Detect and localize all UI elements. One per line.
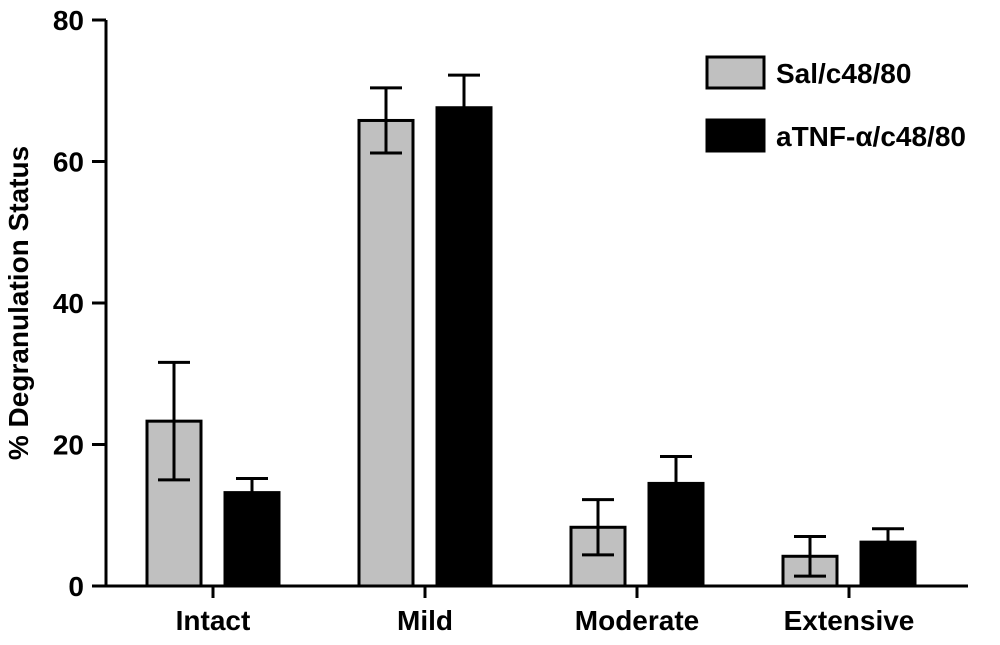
bar-moderate-series-2 [647, 481, 705, 588]
bar-mild-series-1 [357, 118, 415, 588]
y-tick-label: 20 [53, 430, 84, 461]
y-ticks: 0 20 40 60 80 [53, 5, 106, 602]
legend-swatch-series-2 [705, 118, 766, 153]
legend-label-series-1: Sal/c48/80 [776, 58, 911, 89]
x-category-label: Mild [397, 605, 453, 636]
x-category-label: Extensive [784, 605, 915, 636]
legend: Sal/c48/80 aTNF-α/c48/80 [705, 55, 966, 153]
y-tick-label: 60 [53, 147, 84, 178]
y-tick-label: 40 [53, 288, 84, 319]
legend-swatch-series-1 [705, 55, 766, 90]
bar-extensive-series-2 [859, 540, 917, 588]
error-bars [158, 73, 904, 578]
category-labels: Intact Mild Moderate Extensive [176, 605, 915, 636]
bars [145, 106, 917, 588]
bar-intact-series-2 [223, 491, 281, 588]
bar-mild-series-2 [435, 106, 493, 588]
legend-label-series-2: aTNF-α/c48/80 [776, 121, 966, 152]
y-axis-title: % Degranulation Status [3, 146, 34, 460]
x-category-label: Moderate [575, 605, 699, 636]
x-category-label: Intact [176, 605, 251, 636]
x-ticks [211, 586, 851, 598]
y-tick-label: 0 [68, 571, 84, 602]
y-tick-label: 80 [53, 5, 84, 36]
